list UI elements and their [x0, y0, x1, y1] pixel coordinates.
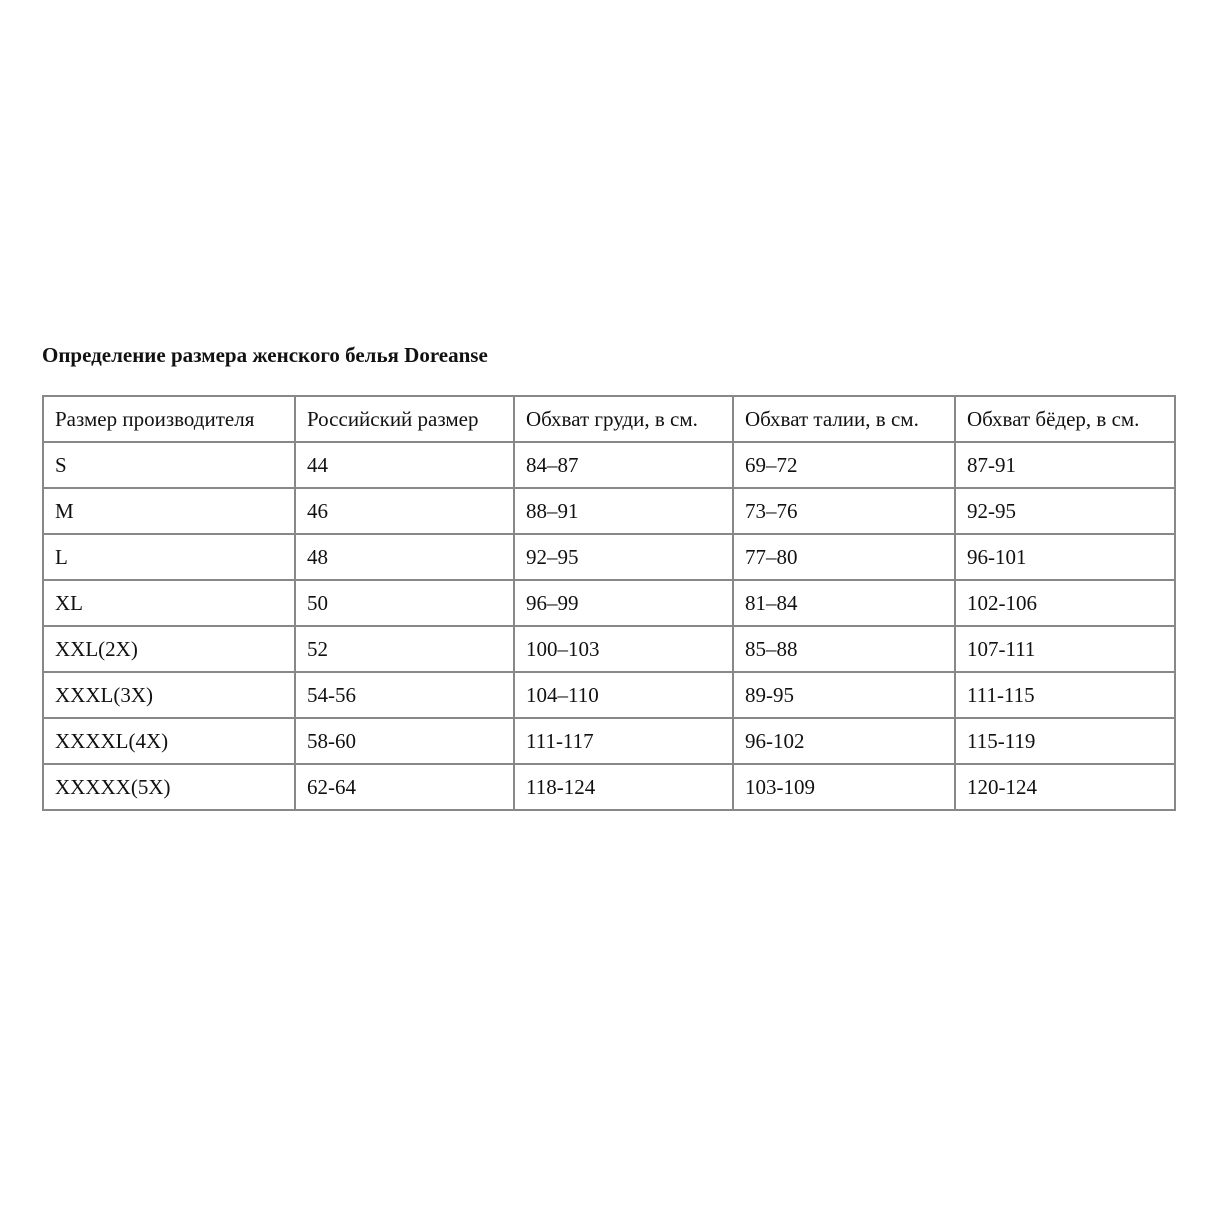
table-cell: 120-124	[954, 763, 1176, 811]
header-cell: Российский размер	[294, 395, 515, 443]
table-cell: 73–76	[732, 487, 956, 535]
table-cell: 102-106	[954, 579, 1176, 627]
table-cell: 115-119	[954, 717, 1176, 765]
table-cell: XXL(2X)	[42, 625, 296, 673]
table-cell: 84–87	[513, 441, 734, 489]
table-cell: 58-60	[294, 717, 515, 765]
table-cell: XXXXX(5X)	[42, 763, 296, 811]
header-cell: Обхват талии, в см.	[732, 395, 956, 443]
table-row: M 46 88–91 73–76 92-95	[42, 487, 1176, 535]
table-cell: 103-109	[732, 763, 956, 811]
table-cell: 88–91	[513, 487, 734, 535]
table-cell: 104–110	[513, 671, 734, 719]
header-cell: Размер производителя	[42, 395, 296, 443]
table-cell: 96-101	[954, 533, 1176, 581]
table-cell: 69–72	[732, 441, 956, 489]
table-cell: S	[42, 441, 296, 489]
page-title: Определение размера женского белья Dorea…	[42, 343, 488, 367]
header-cell: Обхват бёдер, в см.	[954, 395, 1176, 443]
table-cell: 96–99	[513, 579, 734, 627]
table-row: XXXXL(4X) 58-60 111-117 96-102 115-119	[42, 717, 1176, 765]
table-row: S 44 84–87 69–72 87-91	[42, 441, 1176, 489]
header-cell: Обхват груди, в см.	[513, 395, 734, 443]
table-cell: 44	[294, 441, 515, 489]
table-cell: 81–84	[732, 579, 956, 627]
table-row: L 48 92–95 77–80 96-101	[42, 533, 1176, 581]
table-cell: 46	[294, 487, 515, 535]
table-cell: 87-91	[954, 441, 1176, 489]
table-row: XXXXX(5X) 62-64 118-124 103-109 120-124	[42, 763, 1176, 811]
table-cell: 92-95	[954, 487, 1176, 535]
table-cell: 100–103	[513, 625, 734, 673]
table-cell: 52	[294, 625, 515, 673]
table-cell: 62-64	[294, 763, 515, 811]
table-cell: 89-95	[732, 671, 956, 719]
table-cell: XL	[42, 579, 296, 627]
table-cell: 77–80	[732, 533, 956, 581]
table-cell: XXXL(3X)	[42, 671, 296, 719]
table-cell: 118-124	[513, 763, 734, 811]
table-cell: 54-56	[294, 671, 515, 719]
table-cell: 50	[294, 579, 515, 627]
table-cell: 107-111	[954, 625, 1176, 673]
table-cell: 85–88	[732, 625, 956, 673]
table-row: XXXL(3X) 54-56 104–110 89-95 111-115	[42, 671, 1176, 719]
size-table: Размер производителя Российский размер Обх…	[42, 395, 1176, 811]
table-row: XL 50 96–99 81–84 102-106	[42, 579, 1176, 627]
table-cell: M	[42, 487, 296, 535]
table-cell: 92–95	[513, 533, 734, 581]
table-cell: 111-115	[954, 671, 1176, 719]
table-cell: XXXXL(4X)	[42, 717, 296, 765]
table-cell: 96-102	[732, 717, 956, 765]
table-cell: 111-117	[513, 717, 734, 765]
table-cell: L	[42, 533, 296, 581]
table-cell: 48	[294, 533, 515, 581]
header-row: Размер производителя Российский размер Обх…	[42, 395, 1176, 443]
table-row: XXL(2X) 52 100–103 85–88 107-111	[42, 625, 1176, 673]
